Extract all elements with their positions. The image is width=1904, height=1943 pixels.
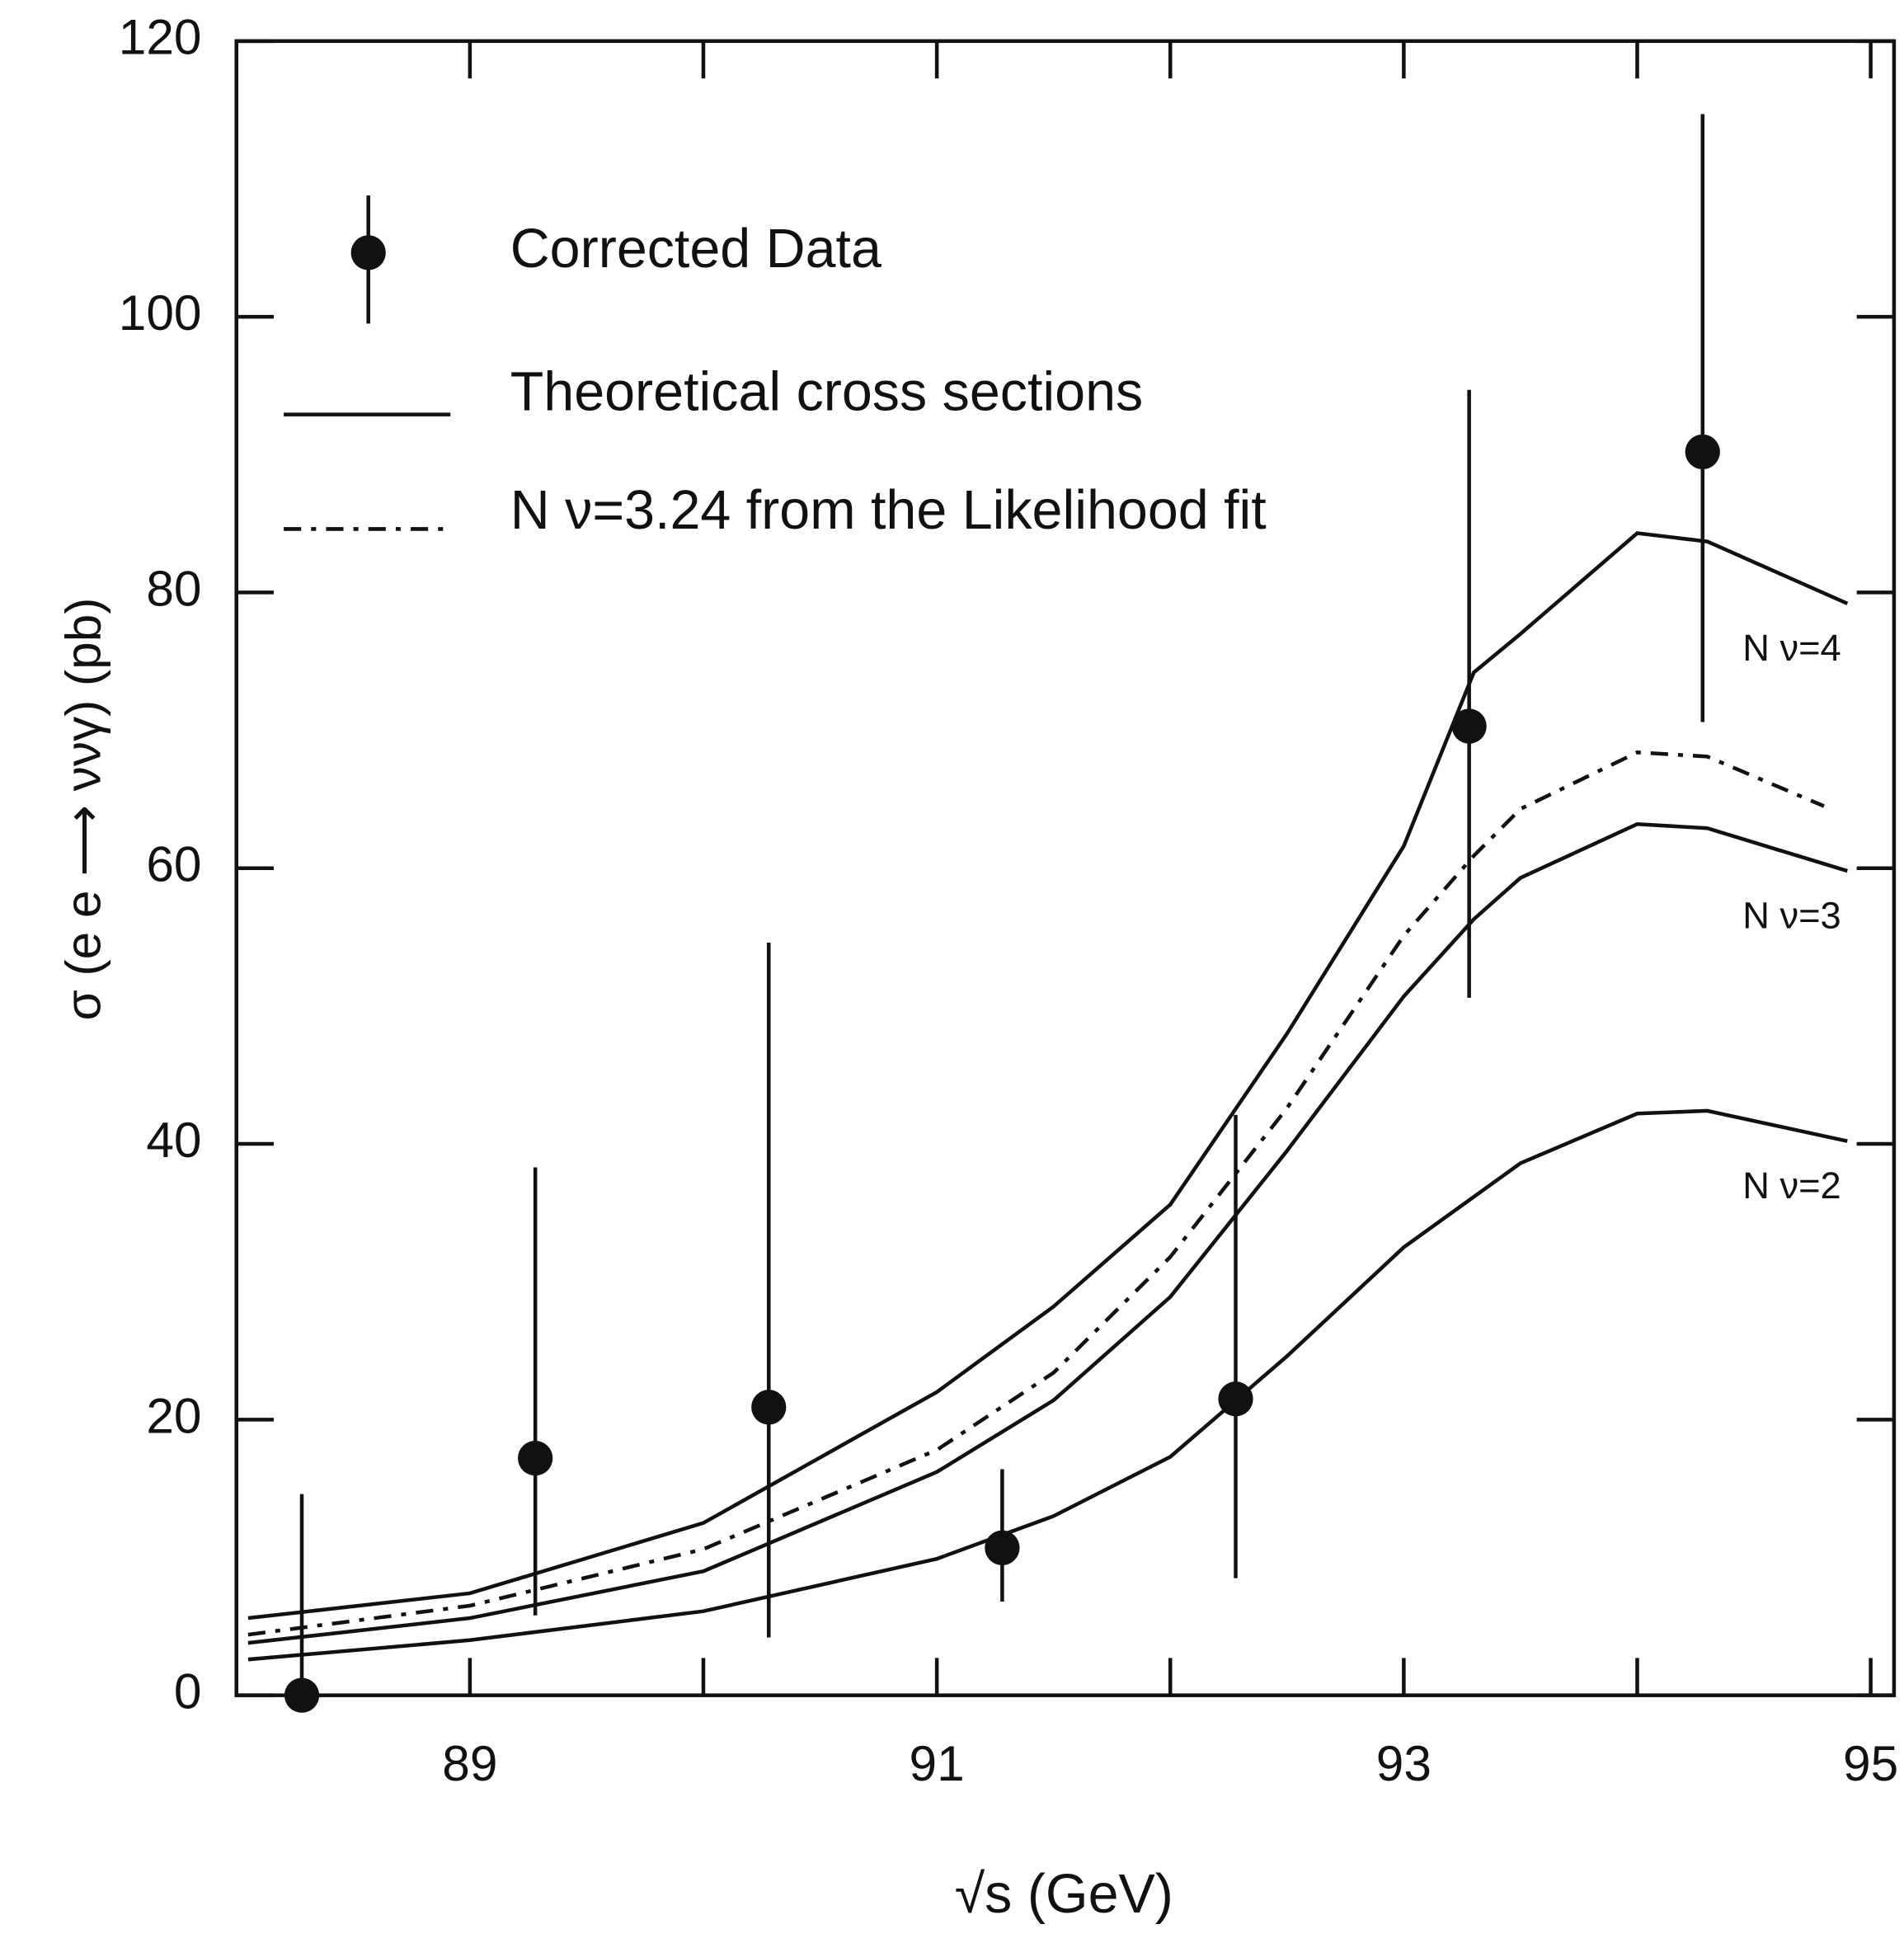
y-tick-label: 0 — [174, 1663, 202, 1720]
legend-label: Theoretical cross sections — [510, 361, 1143, 422]
data-point — [284, 1677, 320, 1713]
data-point — [1451, 708, 1487, 744]
curve — [247, 531, 1849, 1621]
data-point — [1685, 434, 1720, 470]
legend-marker — [350, 235, 386, 271]
y-axis-label: σ (e e ⟶ ννγ) (pb) — [55, 598, 111, 1021]
data-point — [518, 1441, 553, 1476]
x-tick-label: 93 — [1376, 1735, 1432, 1791]
data-point — [751, 1390, 787, 1425]
y-tick-label: 20 — [146, 1387, 201, 1443]
curve — [247, 750, 1825, 1637]
y-tick-label: 120 — [119, 9, 202, 65]
y-tick-label: 100 — [119, 285, 202, 341]
y-tick-label: 80 — [146, 560, 201, 616]
x-axis-label: √s (GeV) — [955, 1864, 1173, 1925]
legend-label: Corrected Data — [510, 219, 881, 280]
y-tick-label: 60 — [146, 836, 201, 892]
curve — [247, 1108, 1848, 1662]
curve-label: N ν=2 — [1742, 1164, 1841, 1207]
curve-label: N ν=4 — [1742, 627, 1841, 669]
data-point — [985, 1530, 1020, 1565]
x-tick-label: 95 — [1843, 1735, 1898, 1791]
plot-frame — [234, 39, 1897, 1697]
curve-label: N ν=3 — [1742, 894, 1841, 936]
legend-label: N ν=3.24 from the Likelihood fit — [510, 480, 1267, 541]
x-tick-label: 91 — [910, 1735, 965, 1791]
x-tick-label: 89 — [442, 1735, 497, 1791]
y-tick-label: 40 — [146, 1112, 201, 1168]
curve — [247, 821, 1848, 1645]
data-point — [1218, 1381, 1253, 1417]
